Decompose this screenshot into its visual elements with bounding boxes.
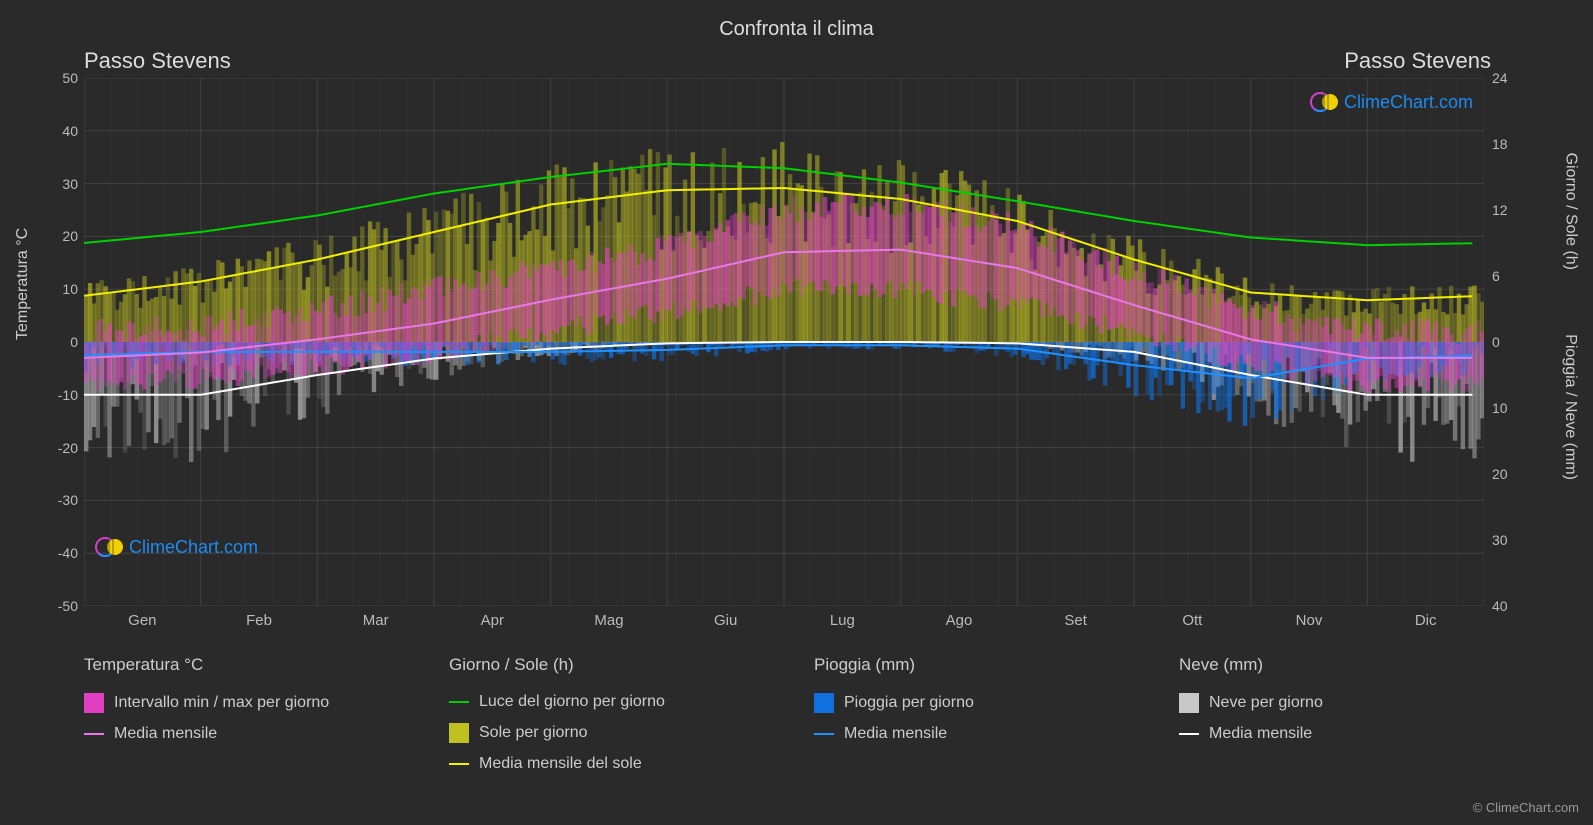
left-tick: -20 <box>38 440 78 456</box>
legend-swatch <box>449 701 469 703</box>
legend-label: Pioggia per giorno <box>844 694 974 712</box>
legend-swatch <box>449 723 469 743</box>
watermark-bottom: ClimeChart.com <box>95 533 258 561</box>
legend-label: Intervallo min / max per giorno <box>114 694 329 712</box>
legend-label: Neve per giorno <box>1209 694 1323 712</box>
right-tick-mm: 20 <box>1492 466 1508 482</box>
legend-label: Media mensile <box>1209 725 1312 743</box>
right-tick-hour: 0 <box>1492 334 1500 350</box>
right-tick-hour: 24 <box>1492 70 1508 86</box>
legend-item: Luce del giorno per giorno <box>449 693 754 711</box>
legend-label: Luce del giorno per giorno <box>479 693 665 711</box>
watermark-top: ClimeChart.com <box>1310 88 1473 116</box>
legend-label: Sole per giorno <box>479 724 588 742</box>
right-tick-hour: 12 <box>1492 202 1508 218</box>
chart-title: Confronta il clima <box>0 0 1593 41</box>
x-tick-month: Mar <box>363 612 389 629</box>
plot-area <box>84 78 1484 606</box>
x-tick-month: Mag <box>594 612 623 629</box>
y-axis-left-label: Temperatura °C <box>14 228 32 340</box>
legend-label: Media mensile del sole <box>479 755 642 773</box>
left-tick: -40 <box>38 545 78 561</box>
legend-item: Sole per giorno <box>449 723 754 743</box>
chart-legend: Temperatura °C Intervallo min / max per g… <box>84 655 1484 785</box>
legend-item: Media mensile <box>84 725 389 743</box>
legend-column: Pioggia (mm) Pioggia per giorno Media mens… <box>814 655 1119 785</box>
climate-chart: Confronta il clima Passo Stevens Passo S… <box>0 0 1593 825</box>
x-tick-month: Ago <box>946 612 973 629</box>
legend-item: Pioggia per giorno <box>814 693 1119 713</box>
x-tick-month: Ott <box>1182 612 1202 629</box>
legend-swatch <box>1179 693 1199 713</box>
location-label-right: Passo Stevens <box>1344 48 1491 74</box>
left-tick: 20 <box>38 228 78 244</box>
legend-header: Neve (mm) <box>1179 655 1484 675</box>
legend-column: Temperatura °C Intervallo min / max per g… <box>84 655 389 785</box>
x-tick-month: Set <box>1064 612 1087 629</box>
legend-swatch <box>814 733 834 735</box>
left-tick: 50 <box>38 70 78 86</box>
legend-swatch <box>814 693 834 713</box>
x-tick-month: Gen <box>128 612 156 629</box>
x-axis-labels: Gen Feb Mar Apr Mag Giu Lug Ago Set Ott Nov Dic <box>84 612 1484 632</box>
left-tick: 0 <box>38 334 78 350</box>
legend-item: Intervallo min / max per giorno <box>84 693 389 713</box>
watermark-text: ClimeChart.com <box>129 537 258 558</box>
legend-label: Media mensile <box>114 725 217 743</box>
x-tick-month: Lug <box>830 612 855 629</box>
watermark-text: ClimeChart.com <box>1344 92 1473 113</box>
left-tick: 10 <box>38 281 78 297</box>
legend-swatch <box>84 733 104 735</box>
legend-item: Neve per giorno <box>1179 693 1484 713</box>
legend-header: Giorno / Sole (h) <box>449 655 754 675</box>
legend-header: Temperatura °C <box>84 655 389 675</box>
x-tick-month: Dic <box>1415 612 1437 629</box>
copyright-text: © ClimeChart.com <box>1473 800 1579 815</box>
y-axis-right-bottom-label: Pioggia / Neve (mm) <box>1561 334 1579 480</box>
legend-swatch <box>1179 733 1199 735</box>
right-tick-hour: 18 <box>1492 136 1508 152</box>
legend-label: Media mensile <box>844 725 947 743</box>
right-tick-hour: 6 <box>1492 268 1500 284</box>
legend-swatch <box>84 693 104 713</box>
left-tick: 30 <box>38 176 78 192</box>
right-tick-mm: 30 <box>1492 532 1508 548</box>
left-tick: -50 <box>38 598 78 614</box>
left-tick: -10 <box>38 387 78 403</box>
legend-item: Media mensile <box>814 725 1119 743</box>
y-axis-right-top-label: Giorno / Sole (h) <box>1561 153 1579 270</box>
x-tick-month: Nov <box>1296 612 1323 629</box>
x-tick-month: Apr <box>481 612 504 629</box>
location-label-left: Passo Stevens <box>84 48 231 74</box>
right-tick-mm: 10 <box>1492 400 1508 416</box>
right-tick-mm: 40 <box>1492 598 1508 614</box>
legend-item: Media mensile del sole <box>449 755 754 773</box>
legend-column: Giorno / Sole (h) Luce del giorno per gio… <box>449 655 754 785</box>
climechart-logo-icon <box>95 533 123 561</box>
legend-header: Pioggia (mm) <box>814 655 1119 675</box>
climechart-logo-icon <box>1310 88 1338 116</box>
legend-swatch <box>449 763 469 765</box>
x-tick-month: Giu <box>714 612 737 629</box>
left-tick: -30 <box>38 492 78 508</box>
legend-item: Media mensile <box>1179 725 1484 743</box>
legend-column: Neve (mm) Neve per giorno Media mensile <box>1179 655 1484 785</box>
left-tick: 40 <box>38 123 78 139</box>
x-tick-month: Feb <box>246 612 272 629</box>
